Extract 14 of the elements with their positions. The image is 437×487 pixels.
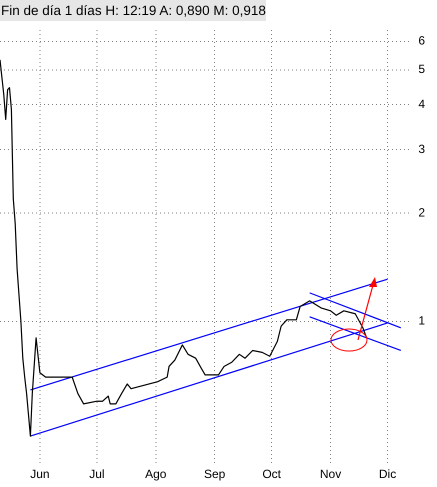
y-tick-label: 2 xyxy=(418,205,426,220)
x-tick-label: Jun xyxy=(30,467,50,482)
y-tick-label: 1 xyxy=(418,314,426,328)
x-tick-label: Dic xyxy=(378,467,396,482)
y-tick-label: 6 xyxy=(418,34,426,48)
x-tick-label: Nov xyxy=(320,467,342,482)
y-tick-label: 4 xyxy=(418,96,426,111)
x-tick-label: Oct xyxy=(262,467,282,482)
y-tick-label: 5 xyxy=(418,62,426,76)
x-tick-label: Jul xyxy=(89,467,105,482)
chart-title: Fin de día 1 días H: 12:19 A: 0,890 M: 0,918 xyxy=(0,0,266,21)
x-tick-label: Ago xyxy=(145,467,167,482)
x-tick-label: Sep xyxy=(204,467,226,482)
y-tick-label: 3 xyxy=(418,142,426,156)
